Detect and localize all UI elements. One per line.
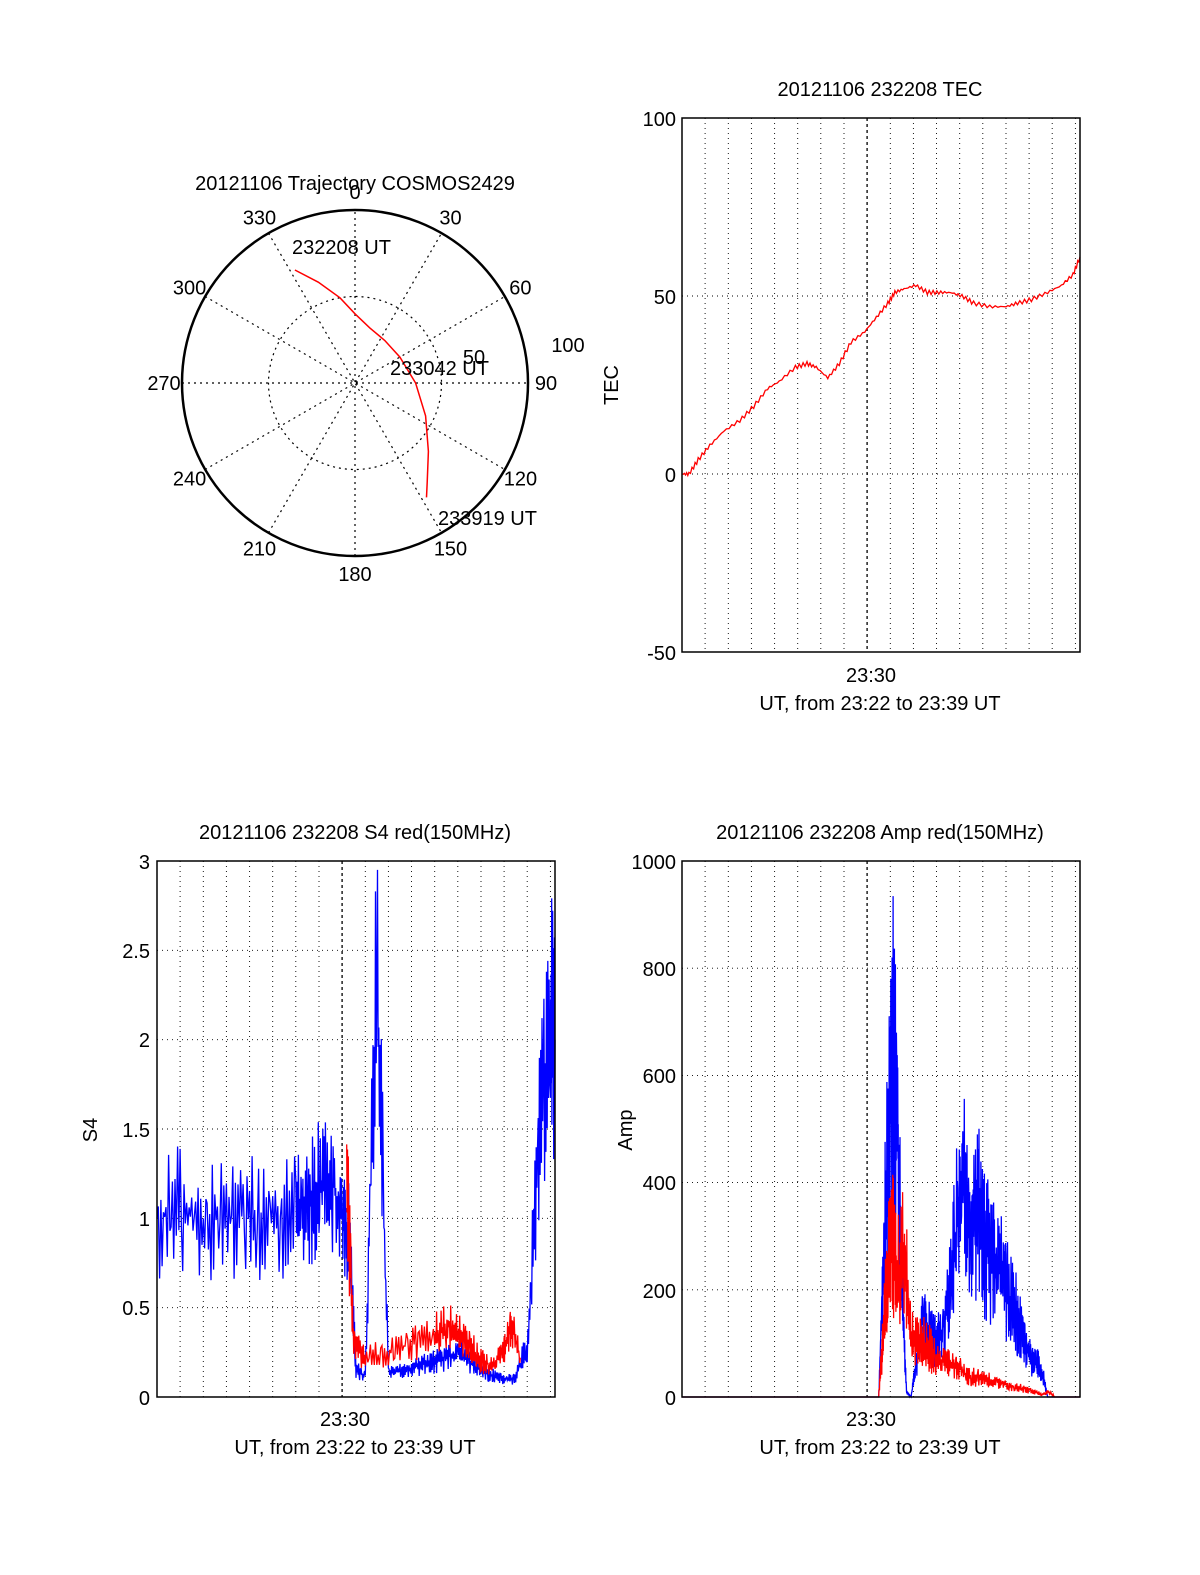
trajectory-title: 20121106 Trajectory COSMOS2429 xyxy=(195,173,515,195)
tec-series-line xyxy=(681,256,1081,478)
polar-angle-tick: 240 xyxy=(173,469,206,491)
annotation-start: 232208 UT xyxy=(292,237,391,259)
polar-angle-tick: 30 xyxy=(439,208,461,230)
s4-series xyxy=(156,869,556,1385)
trajectory-line xyxy=(294,269,430,498)
amp-frame xyxy=(681,860,1081,1398)
tec-frame xyxy=(681,117,1081,653)
polar-spoke xyxy=(267,232,443,534)
polar-angle-tick: 60 xyxy=(509,278,531,300)
tec-ytick-0: 0 xyxy=(665,465,676,487)
s4-frame xyxy=(156,860,556,1398)
polar-angle-tick: 0 xyxy=(349,182,360,204)
tec-ytick-50: 50 xyxy=(654,287,676,309)
amp-title: 20121106 232208 Amp red(150MHz) xyxy=(716,822,1044,844)
s4-series-line xyxy=(156,869,556,1385)
tec-xlabel: UT, from 23:22 to 23:39 UT xyxy=(759,693,1000,715)
tec-grid xyxy=(682,118,1080,652)
polar-angle-tick: 150 xyxy=(434,538,467,560)
amp-xlabel: UT, from 23:22 to 23:39 UT xyxy=(759,1437,1000,1459)
polar-spoke xyxy=(204,295,506,471)
s4-ytick-2.5: 2.5 xyxy=(122,941,150,963)
s4-ytick-1: 1 xyxy=(139,1209,150,1231)
amp-ylabel: Amp xyxy=(615,1109,637,1150)
tec-ylabel: TEC xyxy=(601,365,623,405)
polar-angle-tick: 300 xyxy=(173,278,206,300)
tec-ytick-100: 100 xyxy=(643,109,676,131)
polar-angle-tick: 270 xyxy=(147,373,180,395)
s4-grid xyxy=(157,861,555,1397)
tec-ytick-neg50: -50 xyxy=(647,643,676,665)
s4-ylabel: S4 xyxy=(80,1118,102,1142)
amp-ytick-200: 200 xyxy=(643,1281,676,1303)
polar-angle-tick: 90 xyxy=(535,373,557,395)
polar-spoke xyxy=(267,232,443,534)
polar-angle-ticks: 0 30 60 90 120 150 180 210 240 270 300 330 xyxy=(147,182,557,586)
amp-xtick-2330: 23:30 xyxy=(846,1409,896,1431)
tec-panel: 20121106 232208 TEC 100 50 0 -50 TEC 23:… xyxy=(601,79,1081,715)
polar-spoke xyxy=(204,295,506,471)
amp-ytick-0: 0 xyxy=(665,1388,676,1410)
s4-ytick-0.5: 0.5 xyxy=(122,1298,150,1320)
s4-xlabel: UT, from 23:22 to 23:39 UT xyxy=(234,1437,475,1459)
amp-ytick-400: 400 xyxy=(643,1173,676,1195)
s4-ytick-3: 3 xyxy=(139,852,150,874)
tec-series xyxy=(681,256,1081,478)
polar-angle-tick: 330 xyxy=(243,208,276,230)
s4-ytick-0: 0 xyxy=(139,1388,150,1410)
s4-series-line xyxy=(346,1144,521,1375)
s4-title: 20121106 232208 S4 red(150MHz) xyxy=(199,822,511,844)
amp-ytick-800: 800 xyxy=(643,959,676,981)
polar-angle-tick: 210 xyxy=(243,538,276,560)
amp-grid xyxy=(682,861,1080,1397)
radial-tick-50: 50 xyxy=(463,347,485,369)
s4-ytick-2: 2 xyxy=(139,1030,150,1052)
amp-ytick-1000: 1000 xyxy=(632,852,677,874)
amp-series xyxy=(682,896,1080,1399)
amp-panel: 20121106 232208 Amp red(150MHz) 1000 800… xyxy=(615,822,1081,1459)
s4-panel: 20121106 232208 S4 red(150MHz) 3 2.5 2 1… xyxy=(80,822,556,1459)
trajectory-polar-panel: 20121106 Trajectory COSMOS2429 0 30 60 90 12… xyxy=(147,173,584,586)
annotation-end: 233919 UT xyxy=(438,508,537,530)
amp-series-line xyxy=(682,1174,1080,1398)
radial-tick-100: 100 xyxy=(551,335,584,357)
amp-ytick-600: 600 xyxy=(643,1066,676,1088)
polar-angle-tick: 120 xyxy=(504,469,537,491)
trajectory-series xyxy=(294,269,430,498)
s4-xtick-2330: 23:30 xyxy=(320,1409,370,1431)
s4-ytick-1.5: 1.5 xyxy=(122,1120,150,1142)
polar-angle-tick: 180 xyxy=(338,564,371,586)
tec-xtick-2330: 23:30 xyxy=(846,665,896,687)
polar-grid xyxy=(180,208,530,558)
annotation-mid: 233042 UT xyxy=(390,358,489,380)
tec-title: 20121106 232208 TEC xyxy=(778,79,983,101)
amp-series-line xyxy=(682,896,1080,1399)
